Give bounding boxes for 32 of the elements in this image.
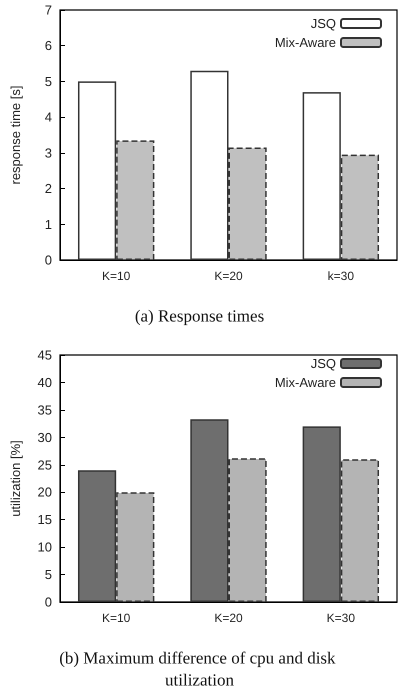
legend-label: Mix-Aware [274, 375, 336, 390]
y-tick-label: 15 [38, 512, 52, 528]
y-tick-label: 45 [38, 348, 52, 362]
y-axis-title: utilization [%] [8, 440, 23, 517]
legend-label: Mix-Aware [274, 35, 336, 50]
y-tick-label: 0 [44, 594, 52, 610]
y-tick-label: 25 [38, 457, 52, 472]
y-tick-label: 40 [38, 374, 52, 390]
x-tick-label: K=20 [214, 611, 244, 625]
x-tick-label: K=20 [214, 269, 244, 283]
y-tick-label: 7 [44, 2, 52, 18]
x-tick-label: K=30 [326, 611, 356, 625]
y-tick-label: 10 [38, 540, 52, 555]
y-tick-label: 2 [44, 181, 52, 196]
y-tick-label: 6 [44, 38, 52, 54]
y-tick-label: 0 [44, 252, 52, 268]
x-tick-label: k=30 [328, 269, 354, 283]
y-tick-label: 5 [44, 567, 52, 582]
y-tick-label: 3 [44, 145, 52, 160]
y-tick-label: 1 [44, 216, 52, 232]
legend-label: JSQ [310, 16, 336, 31]
legend-label: JSQ [310, 356, 336, 371]
y-tick-label: 4 [44, 110, 52, 125]
y-tick-label: 35 [38, 402, 52, 418]
y-axis-title: response time [s] [8, 86, 23, 184]
y-tick-label: 5 [44, 74, 52, 89]
x-tick-label: K=10 [102, 269, 131, 283]
y-tick-label: 30 [38, 430, 52, 445]
text: (a) Response times [134, 306, 264, 326]
x-tick-label: K=10 [102, 611, 131, 625]
y-tick-label: 20 [38, 484, 52, 500]
text: (b) Maximum difference of cpu and disk utilization [59, 648, 340, 690]
